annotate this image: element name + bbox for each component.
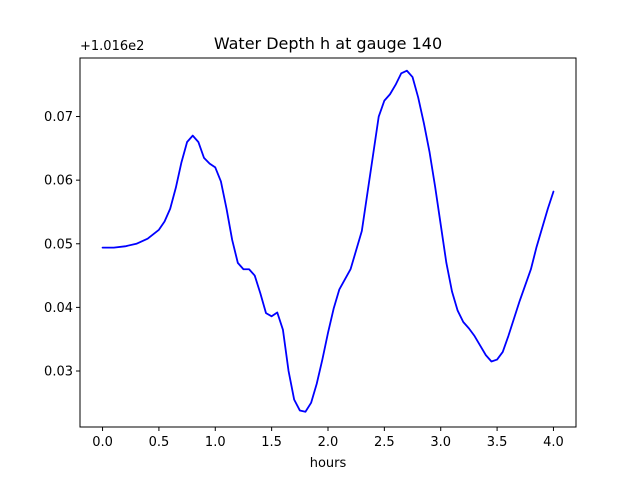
x-axis-label: hours [310,456,347,471]
y-axis: 0.03 0.04 0.05 0.06 0.07 [44,110,80,380]
y-tick-label: 0.03 [44,365,73,380]
y-tick-label: 0.05 [44,237,73,252]
y-tick-label: 0.04 [44,301,73,316]
x-tick-label: 0.0 [92,435,113,450]
x-tick-label: 4.0 [543,435,564,450]
x-tick-label: 1.0 [205,435,226,450]
y-tick-label: 0.06 [44,174,73,189]
y-axis-offset-label: +1.016e2 [80,39,144,54]
x-tick-label: 1.5 [261,435,282,450]
chart-title: Water Depth h at gauge 140 [214,34,442,53]
y-tick-label: 0.07 [44,110,73,125]
plot-area [101,69,555,413]
x-tick-label: 2.0 [318,435,339,450]
x-tick-label: 2.5 [374,435,395,450]
x-axis: 0.0 0.5 1.0 1.5 2.0 2.5 3.0 3.5 4.0 [92,427,564,450]
x-tick-label: 3.0 [430,435,451,450]
x-tick-label: 3.5 [487,435,508,450]
axes-frame [79,57,577,428]
x-tick-label: 0.5 [149,435,170,450]
series-line-1 [101,69,555,413]
